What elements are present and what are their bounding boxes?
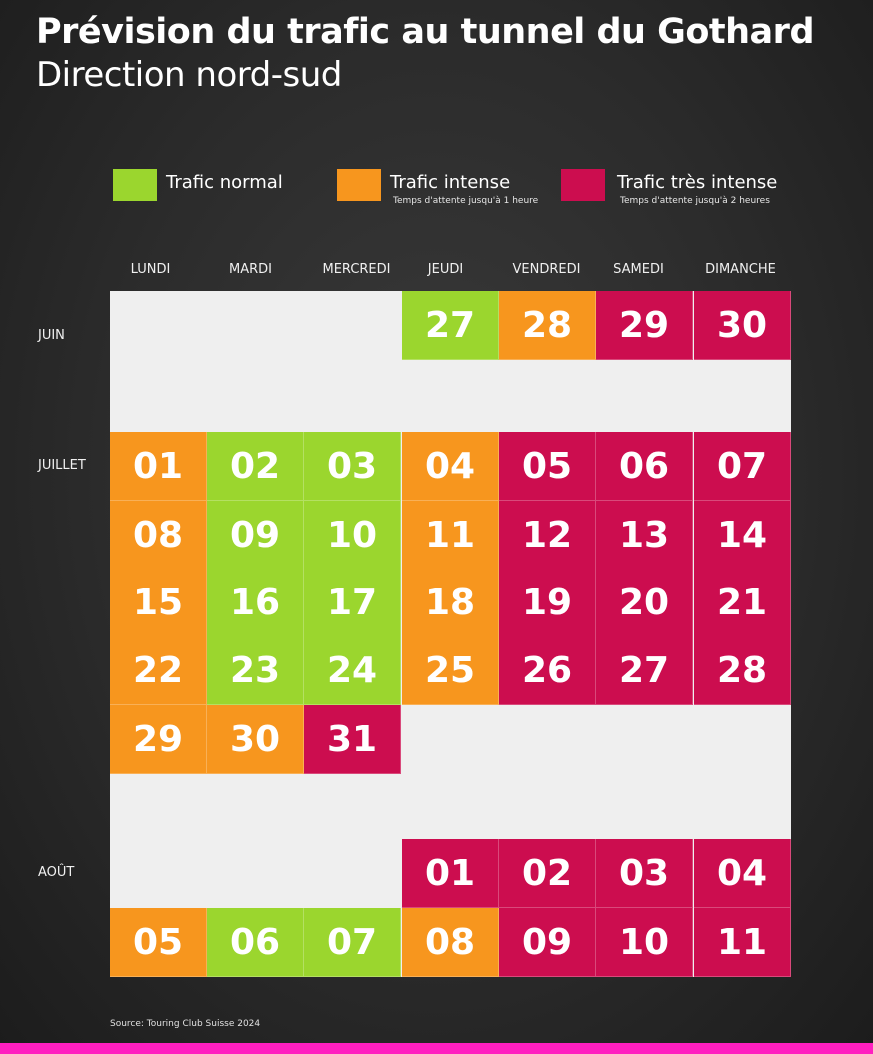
day-cell: 28 xyxy=(499,291,596,360)
day-header-friday: VENDREDI xyxy=(512,262,581,277)
day-cell: 08 xyxy=(402,908,499,977)
day-cell: 21 xyxy=(694,568,791,637)
day-header-monday: LUNDI xyxy=(130,262,171,277)
day-cell: 19 xyxy=(499,568,596,637)
day-cell: 03 xyxy=(596,839,693,908)
day-header-sunday: DIMANCHE xyxy=(705,262,776,277)
day-cell: 29 xyxy=(596,291,693,360)
day-cell: 09 xyxy=(207,501,304,570)
day-cell: 20 xyxy=(596,568,693,637)
day-cell: 22 xyxy=(110,636,207,705)
day-cell: 04 xyxy=(402,432,499,501)
month-label-july: JUILLET xyxy=(38,458,86,473)
legend-note-intense: Temps d'attente jusqu'à 1 heure xyxy=(393,196,539,206)
day-header-saturday: SAMEDI xyxy=(613,262,664,277)
bottom-accent-bar xyxy=(0,1043,873,1054)
legend-swatch-very-intense xyxy=(561,169,605,201)
day-header-wednesday: MERCREDI xyxy=(322,262,391,277)
month-label-june: JUIN xyxy=(38,328,65,343)
day-cell: 10 xyxy=(304,501,401,570)
day-cell: 30 xyxy=(694,291,791,360)
page-subtitle: Direction nord-sud xyxy=(36,55,342,95)
day-cell: 23 xyxy=(207,636,304,705)
calendar-grid: 27 28 29 30 01 02 03 04 05 06 07 08 09 10 11 12 13 14 15 16… xyxy=(110,291,791,977)
day-cell: 27 xyxy=(402,291,499,360)
legend-label-normal: Trafic normal xyxy=(166,172,283,193)
day-cell: 25 xyxy=(402,636,499,705)
day-cell: 12 xyxy=(499,501,596,570)
source-note: Source: Touring Club Suisse 2024 xyxy=(110,1019,261,1029)
day-cell: 07 xyxy=(694,432,791,501)
day-cell: 26 xyxy=(499,636,596,705)
legend-swatch-intense xyxy=(337,169,381,201)
day-cell: 11 xyxy=(694,908,791,977)
day-cell: 10 xyxy=(596,908,693,977)
month-label-august: AOÛT xyxy=(38,865,75,880)
legend-note-very-intense: Temps d'attente jusqu'à 2 heures xyxy=(620,196,770,206)
day-cell: 31 xyxy=(304,705,401,774)
day-cell: 29 xyxy=(110,705,207,774)
day-cell: 27 xyxy=(596,636,693,705)
day-cell: 06 xyxy=(207,908,304,977)
day-cell: 16 xyxy=(207,568,304,637)
day-header-tuesday: MARDI xyxy=(229,262,272,277)
day-cell: 08 xyxy=(110,501,207,570)
day-header-thursday: JEUDI xyxy=(427,262,464,277)
day-cell: 06 xyxy=(596,432,693,501)
day-cell: 15 xyxy=(110,568,207,637)
day-cell: 13 xyxy=(596,501,693,570)
day-cell: 30 xyxy=(207,705,304,774)
legend-label-intense: Trafic intense xyxy=(390,172,511,193)
day-cell: 05 xyxy=(499,432,596,501)
day-cell: 11 xyxy=(402,501,499,570)
day-cell: 28 xyxy=(694,636,791,705)
day-cell: 24 xyxy=(304,636,401,705)
day-cell: 03 xyxy=(304,432,401,501)
day-cell: 01 xyxy=(402,839,499,908)
legend-swatch-normal xyxy=(113,169,157,201)
day-cell: 05 xyxy=(110,908,207,977)
day-cell: 18 xyxy=(402,568,499,637)
day-cell: 02 xyxy=(499,839,596,908)
legend-label-very-intense: Trafic très intense xyxy=(617,172,778,193)
day-cell: 09 xyxy=(499,908,596,977)
day-cell: 01 xyxy=(110,432,207,501)
day-cell: 17 xyxy=(304,568,401,637)
page-title: Prévision du trafic au tunnel du Gothard xyxy=(36,12,815,52)
day-cell: 02 xyxy=(207,432,304,501)
day-cell: 07 xyxy=(304,908,401,977)
day-cell: 04 xyxy=(694,839,791,908)
day-cell: 14 xyxy=(694,501,791,570)
